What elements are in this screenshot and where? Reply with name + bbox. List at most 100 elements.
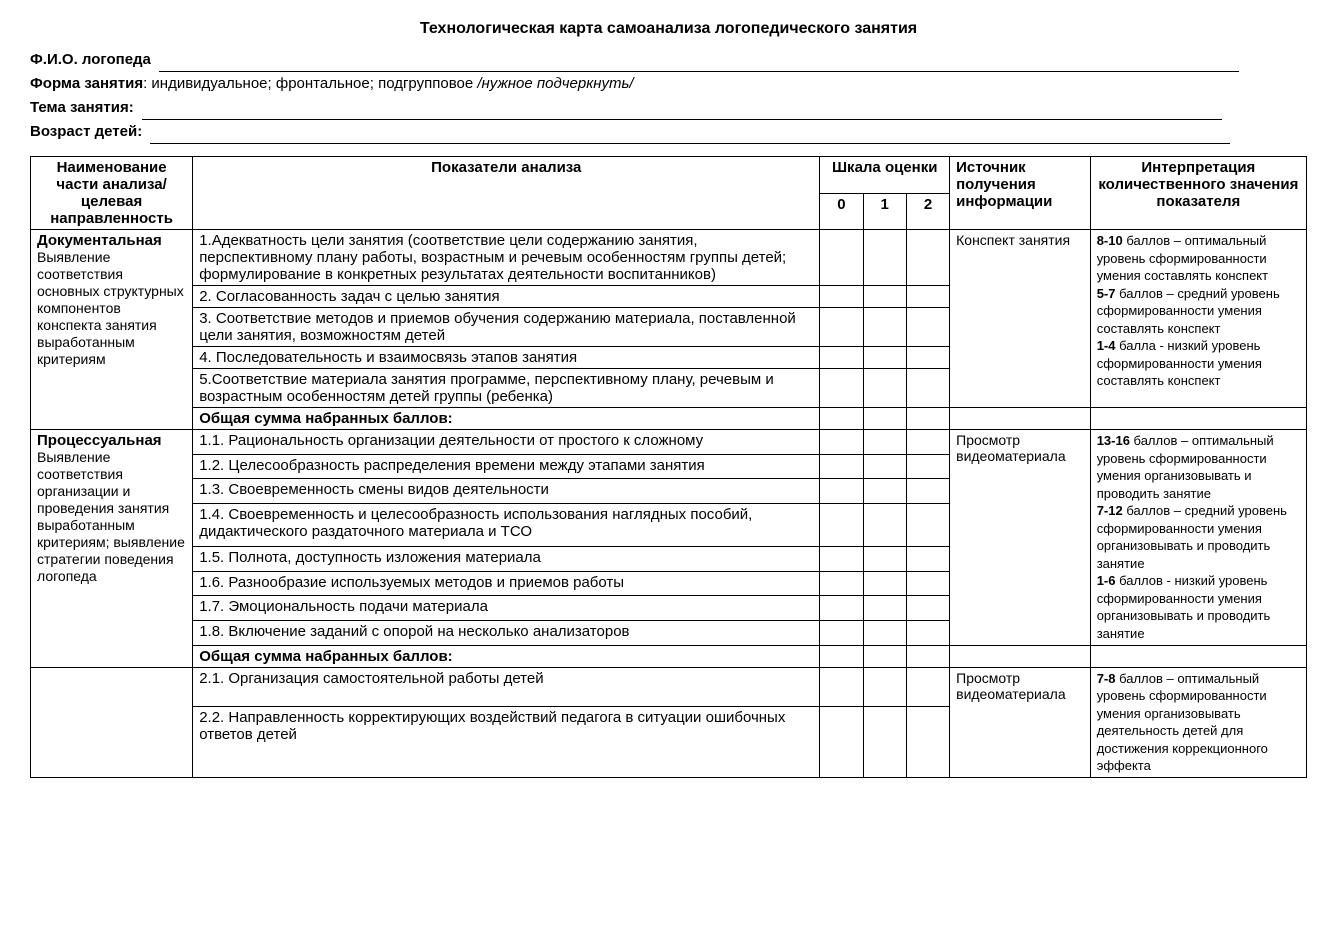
- total-label-cell: Общая сумма набранных баллов:: [193, 645, 820, 667]
- score-cell[interactable]: [820, 571, 863, 596]
- score-cell[interactable]: [863, 571, 906, 596]
- fio-label: Ф.И.О. логопеда: [30, 51, 151, 68]
- score-cell[interactable]: [863, 547, 906, 572]
- indicator-cell: 4. Последовательность и взаимосвязь этап…: [193, 347, 820, 369]
- score-cell[interactable]: [820, 286, 863, 308]
- total-row: Общая сумма набранных баллов:: [31, 408, 1307, 430]
- score-cell[interactable]: [863, 230, 906, 286]
- score-cell[interactable]: [906, 230, 949, 286]
- indicator-cell: 1.1. Рациональность организации деятельн…: [193, 430, 820, 455]
- score-cell[interactable]: [820, 430, 863, 455]
- topic-blank[interactable]: [142, 104, 1222, 121]
- th-scale-0: 0: [820, 193, 863, 230]
- score-cell[interactable]: [906, 707, 949, 778]
- section-name-cell: [31, 667, 193, 777]
- th-name: Наименование части анализа/целевая напра…: [31, 157, 193, 230]
- score-cell[interactable]: [820, 620, 863, 645]
- score-cell[interactable]: [906, 454, 949, 479]
- indicator-cell: 2.1. Организация самостоятельной работы …: [193, 667, 820, 707]
- score-cell[interactable]: [863, 369, 906, 408]
- total-source-cell: [950, 408, 1091, 430]
- section-title: Документальная: [37, 232, 162, 249]
- score-cell[interactable]: [906, 571, 949, 596]
- header-fio: Ф.И.О. логопеда: [30, 48, 1307, 72]
- total-score-cell[interactable]: [820, 645, 863, 667]
- age-blank[interactable]: [150, 128, 1230, 145]
- score-cell[interactable]: [863, 596, 906, 621]
- score-cell[interactable]: [906, 620, 949, 645]
- indicator-cell: 3. Соответствие методов и приемов обучен…: [193, 308, 820, 347]
- indicator-cell: 1.8. Включение заданий с опорой на неско…: [193, 620, 820, 645]
- topic-label: Тема занятия:: [30, 99, 134, 116]
- th-interp: Интерпретация количественного значения п…: [1090, 157, 1306, 230]
- section-desc: Выявление соответствия основных структур…: [37, 249, 184, 367]
- score-cell[interactable]: [906, 547, 949, 572]
- score-cell[interactable]: [820, 667, 863, 707]
- indicator-cell: 2. Согласованность задач с целью занятия: [193, 286, 820, 308]
- th-indicators: Показатели анализа: [193, 157, 820, 230]
- score-cell[interactable]: [863, 454, 906, 479]
- score-cell[interactable]: [863, 479, 906, 504]
- indicator-cell: 1.2. Целесообразность распределения врем…: [193, 454, 820, 479]
- score-cell[interactable]: [863, 620, 906, 645]
- score-cell[interactable]: [906, 347, 949, 369]
- indicator-cell: 1.5. Полнота, доступность изложения мате…: [193, 547, 820, 572]
- form-label: Форма занятия: [30, 75, 143, 92]
- score-cell[interactable]: [906, 596, 949, 621]
- total-score-cell[interactable]: [863, 408, 906, 430]
- header-block: Ф.И.О. логопеда Форма занятия: индивидуа…: [30, 48, 1307, 144]
- source-cell: Просмотр видеоматериала: [950, 430, 1091, 646]
- age-label: Возраст детей:: [30, 123, 142, 140]
- section-title: Процессуальная: [37, 432, 162, 449]
- score-cell[interactable]: [820, 308, 863, 347]
- score-cell[interactable]: [906, 479, 949, 504]
- table-header-row-1: Наименование части анализа/целевая напра…: [31, 157, 1307, 194]
- total-score-cell[interactable]: [906, 408, 949, 430]
- interp-cell: 13-16 баллов – оптимальный уровень сформ…: [1090, 430, 1306, 646]
- score-cell[interactable]: [906, 308, 949, 347]
- total-row: Общая сумма набранных баллов:: [31, 645, 1307, 667]
- score-cell[interactable]: [906, 369, 949, 408]
- score-cell[interactable]: [820, 707, 863, 778]
- score-cell[interactable]: [820, 454, 863, 479]
- table-row: ДокументальнаяВыявление соответствия осн…: [31, 230, 1307, 286]
- total-score-cell[interactable]: [820, 408, 863, 430]
- score-cell[interactable]: [820, 479, 863, 504]
- doc-title: Технологическая карта самоанализа логопе…: [30, 20, 1307, 38]
- score-cell[interactable]: [863, 667, 906, 707]
- indicator-cell: 5.Соответствие материала занятия програм…: [193, 369, 820, 408]
- th-scale-2: 2: [906, 193, 949, 230]
- score-cell[interactable]: [820, 503, 863, 547]
- header-topic: Тема занятия:: [30, 96, 1307, 120]
- total-score-cell[interactable]: [863, 645, 906, 667]
- score-cell[interactable]: [820, 347, 863, 369]
- score-cell[interactable]: [863, 286, 906, 308]
- score-cell[interactable]: [820, 547, 863, 572]
- indicator-cell: 1.Адекватность цели занятия (соответстви…: [193, 230, 820, 286]
- indicator-cell: 1.6. Разнообразие используемых методов и…: [193, 571, 820, 596]
- score-cell[interactable]: [863, 308, 906, 347]
- score-cell[interactable]: [820, 230, 863, 286]
- indicator-cell: 1.4. Своевременность и целесообразность …: [193, 503, 820, 547]
- header-form: Форма занятия: индивидуальное; фронтальн…: [30, 72, 1307, 96]
- header-age: Возраст детей:: [30, 120, 1307, 144]
- fio-blank[interactable]: [159, 56, 1239, 73]
- score-cell[interactable]: [906, 503, 949, 547]
- score-cell[interactable]: [906, 430, 949, 455]
- score-cell[interactable]: [820, 369, 863, 408]
- section-name-cell: ДокументальнаяВыявление соответствия осн…: [31, 230, 193, 430]
- score-cell[interactable]: [820, 596, 863, 621]
- table-row: ПроцессуальнаяВыявление соответствия орг…: [31, 430, 1307, 455]
- score-cell[interactable]: [906, 286, 949, 308]
- source-cell: Конспект занятия: [950, 230, 1091, 408]
- score-cell[interactable]: [863, 430, 906, 455]
- score-cell[interactable]: [863, 503, 906, 547]
- score-cell[interactable]: [906, 667, 949, 707]
- total-score-cell[interactable]: [906, 645, 949, 667]
- th-scale-1: 1: [863, 193, 906, 230]
- total-label-cell: Общая сумма набранных баллов:: [193, 408, 820, 430]
- score-cell[interactable]: [863, 707, 906, 778]
- tech-card-table: Наименование части анализа/целевая напра…: [30, 156, 1307, 778]
- score-cell[interactable]: [863, 347, 906, 369]
- indicator-cell: 1.7. Эмоциональность подачи материала: [193, 596, 820, 621]
